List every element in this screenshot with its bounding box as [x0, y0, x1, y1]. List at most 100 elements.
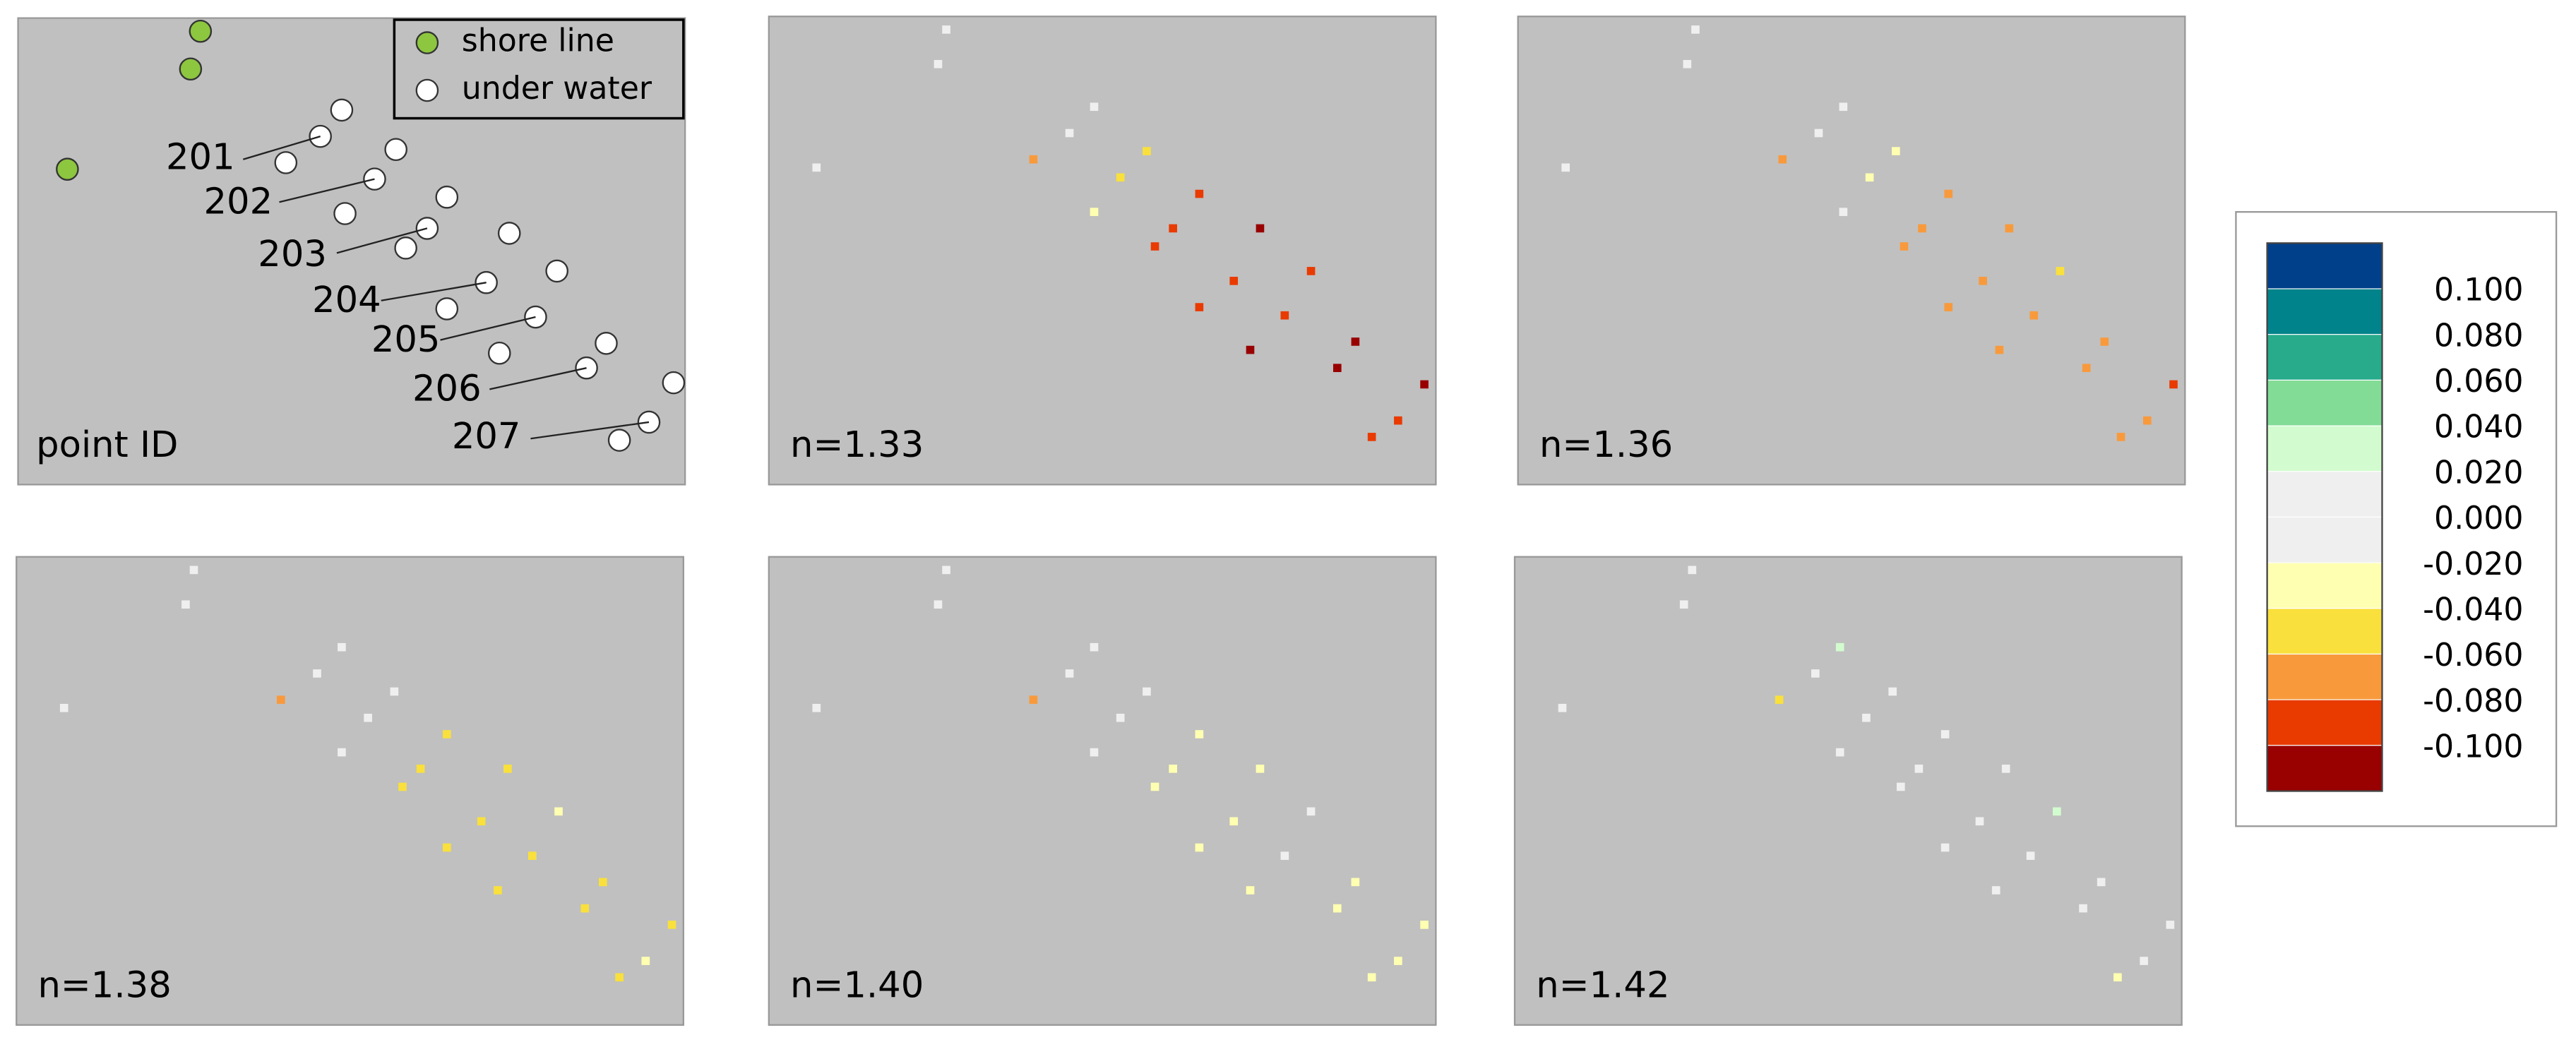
point-square [1775, 695, 1784, 704]
point-square [1090, 102, 1099, 112]
water-point [330, 98, 354, 122]
result-panel [1513, 556, 2183, 1026]
point-square [1691, 25, 1700, 34]
water-point [497, 222, 521, 245]
point-square [1778, 155, 1787, 164]
point-square [1280, 311, 1289, 320]
point-square [2097, 878, 2106, 887]
point-square [1029, 155, 1038, 164]
point-square [181, 600, 190, 609]
point-square [1561, 163, 1570, 172]
point-square [2005, 224, 2014, 233]
result-panel [768, 556, 1437, 1026]
colorbar-band [2267, 288, 2383, 335]
colorbar-band [2267, 653, 2383, 700]
point-square [1246, 886, 1255, 895]
point-square [1306, 807, 1316, 816]
point-square [494, 886, 502, 895]
point-id-label: 203 [258, 233, 327, 275]
point-id-label: 201 [166, 136, 235, 179]
result-panel [1517, 16, 2186, 486]
point-square [1065, 128, 1074, 138]
point-square [398, 782, 407, 791]
point-square [641, 957, 650, 965]
point-square [1900, 242, 1909, 251]
legend-box [393, 18, 685, 120]
colorbar-band [2267, 425, 2383, 472]
point-square [1090, 208, 1099, 216]
colorbar-tick-label: -0.040 [2423, 592, 2523, 628]
water-point [607, 429, 631, 452]
point-square [2026, 851, 2035, 860]
colorbar-band [2267, 242, 2383, 289]
point-square [812, 163, 821, 172]
colorbar-tick-label: -0.060 [2423, 638, 2523, 674]
point-square [554, 807, 563, 816]
result-panel [16, 556, 684, 1026]
point-square [1280, 851, 1289, 860]
point-square [2100, 337, 2109, 346]
shore-point [179, 57, 203, 81]
point-square [1979, 277, 1987, 285]
point-id-label: 206 [412, 368, 482, 410]
point-square [338, 748, 346, 757]
point-square [1229, 817, 1239, 826]
panel-label: point ID [36, 424, 178, 466]
water-point [394, 237, 417, 260]
point-square [1995, 345, 2004, 354]
point-id-label: 207 [452, 415, 521, 457]
point-square [615, 973, 624, 982]
point-square [1143, 687, 1151, 696]
point-square [2140, 957, 2148, 965]
point-square [527, 851, 537, 860]
point-square [1835, 748, 1844, 757]
point-square [1029, 695, 1038, 704]
point-square [2082, 364, 2091, 372]
water-point [545, 259, 568, 283]
point-square [1896, 782, 1905, 791]
colorbar-tick-label: 0.060 [2434, 364, 2524, 400]
point-square [1143, 147, 1151, 155]
colorbar-band [2267, 699, 2383, 746]
point-square [1150, 782, 1159, 791]
point-square [390, 687, 399, 696]
point-square [812, 703, 821, 712]
legend-marker [415, 78, 439, 102]
point-square [1367, 433, 1376, 441]
point-square [1558, 703, 1567, 712]
point-square [934, 600, 943, 609]
leader-line [279, 178, 375, 203]
point-square [2001, 765, 2010, 773]
water-point [524, 305, 547, 329]
point-square [338, 642, 346, 652]
point-square [1332, 904, 1342, 913]
water-point [435, 185, 459, 209]
point-square [2113, 973, 2122, 982]
point-square [2056, 267, 2065, 275]
colorbar-band [2267, 471, 2383, 518]
point-square [1306, 267, 1316, 275]
point-square [1195, 189, 1204, 198]
point-square [934, 59, 943, 68]
point-square [1195, 303, 1204, 311]
legend-label: shore line [462, 23, 614, 59]
point-square [1944, 303, 1953, 311]
point-square [1940, 843, 1950, 852]
point-square [1420, 380, 1429, 389]
point-square [1835, 642, 1844, 652]
point-square [1991, 886, 2000, 895]
point-square [1169, 765, 1177, 773]
point-square [1420, 921, 1429, 929]
point-square [59, 703, 68, 712]
colorbar-tick-label: 0.100 [2434, 273, 2524, 309]
point-id-label: 205 [371, 318, 441, 361]
point-square [443, 730, 451, 738]
point-square [2029, 311, 2039, 320]
point-square [1940, 730, 1950, 738]
colorbar-tick-label: 0.040 [2434, 409, 2524, 445]
point-id-label: 202 [204, 181, 273, 223]
shore-point [56, 157, 79, 181]
point-square [313, 669, 321, 678]
point-square [1195, 730, 1204, 738]
